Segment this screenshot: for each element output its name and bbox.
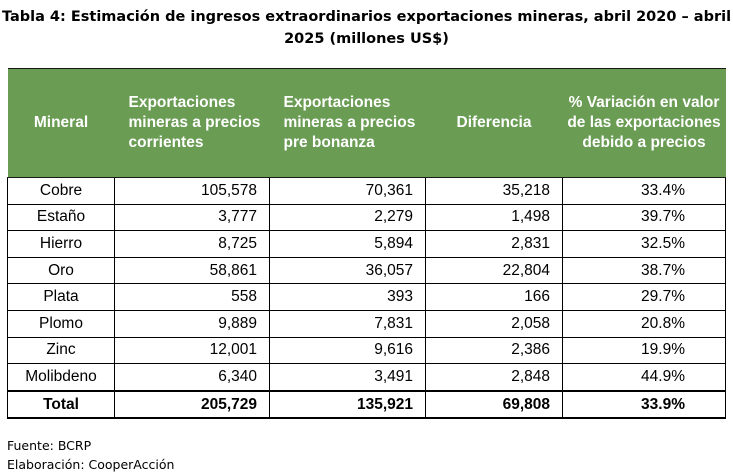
cell-pre-bonanza: 70,361 [269,177,426,205]
cell-variacion: 32.5% [562,230,726,258]
header-pre-bonanza: Exportaciones mineras a precios pre bona… [269,68,426,178]
cell-diferencia: 2,848 [425,363,563,392]
header-variacion: % Variación en valor de las exportacione… [562,68,726,178]
cell-mineral: Molibdeno [7,363,115,392]
cell-mineral: Hierro [7,230,115,258]
cell-total-diferencia: 69,808 [425,389,563,420]
author-line: Elaboración: CooperAcción [7,457,175,472]
cell-diferencia: 2,831 [425,230,563,258]
cell-corrientes: 8,725 [114,230,270,258]
table-row: Zinc 12,001 9,616 2,386 19.9% [7,336,726,365]
cell-variacion: 38.7% [562,256,726,285]
source-line: Fuente: BCRP [7,438,92,453]
cell-mineral: Plata [7,283,115,311]
cell-pre-bonanza: 7,831 [269,309,426,338]
table-row: Plomo 9,889 7,831 2,058 20.8% [7,309,726,338]
total-row: Total 205,729 135,921 69,808 33.9% [7,389,726,420]
table-row: Plata 558 393 166 29.7% [7,283,726,311]
cell-variacion: 29.7% [562,283,726,311]
cell-pre-bonanza: 5,894 [269,230,426,258]
cell-variacion: 39.7% [562,203,726,232]
cell-corrientes: 58,861 [114,256,270,285]
cell-diferencia: 2,386 [425,336,563,365]
cell-total-pre-bonanza: 135,921 [269,389,426,420]
header-row: Mineral Exportaciones mineras a precios … [7,68,726,178]
cell-corrientes: 6,340 [114,363,270,392]
cell-corrientes: 105,578 [114,177,270,205]
cell-total-corrientes: 205,729 [114,389,270,420]
cell-mineral: Plomo [7,309,115,338]
cell-pre-bonanza: 393 [269,283,426,311]
cell-pre-bonanza: 9,616 [269,336,426,365]
cell-corrientes: 9,889 [114,309,270,338]
table-row: Hierro 8,725 5,894 2,831 32.5% [7,230,726,258]
cell-diferencia: 22,804 [425,256,563,285]
source-notes: Fuente: BCRP Elaboración: CooperAcción [7,436,174,474]
cell-variacion: 20.8% [562,309,726,338]
cell-diferencia: 1,498 [425,203,563,232]
table-row: Oro 58,861 36,057 22,804 38.7% [7,256,726,285]
cell-corrientes: 3,777 [114,203,270,232]
table-title: Tabla 4: Estimación de ingresos extraord… [0,6,733,50]
cell-corrientes: 558 [114,283,270,311]
table-row: Cobre 105,578 70,361 35,218 33.4% [7,177,726,205]
cell-pre-bonanza: 3,491 [269,363,426,392]
cell-mineral: Zinc [7,336,115,365]
table-title-line-2: 2025 (millones US$) [284,31,449,47]
header-diferencia: Diferencia [425,68,563,178]
table-row: Molibdeno 6,340 3,491 2,848 44.9% [7,363,726,392]
cell-mineral: Estaño [7,203,115,232]
cell-total-variacion: 33.9% [562,389,726,420]
cell-diferencia: 35,218 [425,177,563,205]
exports-table: Mineral Exportaciones mineras a precios … [7,68,726,420]
cell-variacion: 33.4% [562,177,726,205]
cell-diferencia: 166 [425,283,563,311]
cell-pre-bonanza: 2,279 [269,203,426,232]
table-row: Estaño 3,777 2,279 1,498 39.7% [7,203,726,232]
cell-mineral: Cobre [7,177,115,205]
table-title-line-1: Tabla 4: Estimación de ingresos extraord… [1,9,732,25]
cell-total-label: Total [7,389,115,420]
header-mineral: Mineral [7,68,115,178]
cell-mineral: Oro [7,256,115,285]
header-corrientes: Exportaciones mineras a precios corrient… [114,68,270,178]
cell-variacion: 19.9% [562,336,726,365]
cell-pre-bonanza: 36,057 [269,256,426,285]
cell-diferencia: 2,058 [425,309,563,338]
cell-variacion: 44.9% [562,363,726,392]
cell-corrientes: 12,001 [114,336,270,365]
